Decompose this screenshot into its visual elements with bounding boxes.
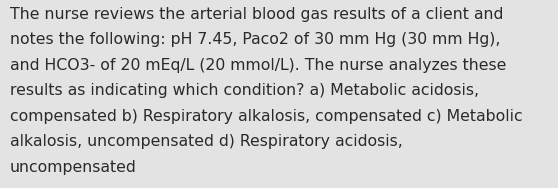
Text: The nurse reviews the arterial blood gas results of a client and: The nurse reviews the arterial blood gas… (10, 7, 503, 22)
Text: compensated b) Respiratory alkalosis, compensated c) Metabolic: compensated b) Respiratory alkalosis, co… (10, 109, 523, 124)
Text: results as indicating which condition? a) Metabolic acidosis,: results as indicating which condition? a… (10, 83, 479, 98)
Text: uncompensated: uncompensated (10, 160, 137, 175)
Text: and HCO3- of 20 mEq/L (20 mmol/L). The nurse analyzes these: and HCO3- of 20 mEq/L (20 mmol/L). The n… (10, 58, 507, 73)
Text: alkalosis, uncompensated d) Respiratory acidosis,: alkalosis, uncompensated d) Respiratory … (10, 134, 403, 149)
Text: notes the following: pH 7.45, Paco2 of 30 mm Hg (30 mm Hg),: notes the following: pH 7.45, Paco2 of 3… (10, 32, 501, 47)
